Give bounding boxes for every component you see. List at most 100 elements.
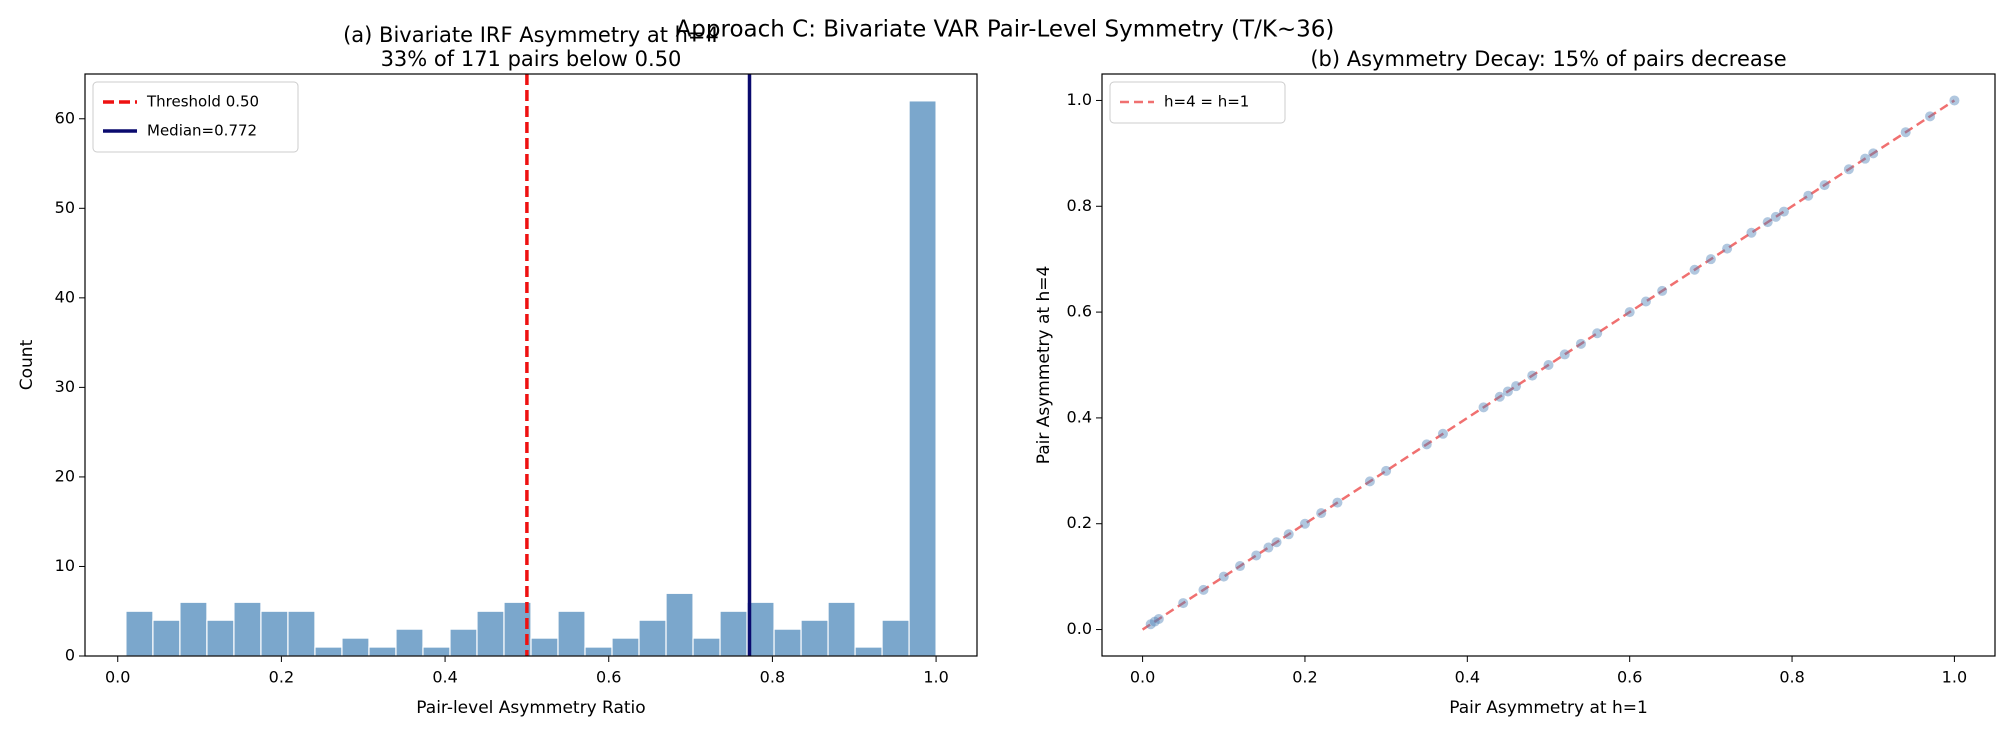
point [1235, 561, 1246, 572]
bar [665, 592, 694, 657]
x-tick-label: 1.0 [923, 668, 948, 687]
point [1502, 386, 1513, 397]
point [1332, 497, 1343, 508]
bar [206, 619, 235, 657]
point [1778, 206, 1789, 217]
y-tick-label: 0.4 [1067, 407, 1092, 426]
point [1178, 598, 1189, 609]
y-tick-label: 60 [55, 108, 75, 127]
point [1218, 571, 1229, 582]
bar [125, 610, 154, 657]
bar [611, 637, 640, 657]
y-tick-label: 10 [55, 556, 75, 575]
point [1689, 264, 1700, 275]
bar [719, 610, 748, 657]
point [1575, 338, 1586, 349]
bar [773, 628, 802, 657]
bar [368, 646, 397, 657]
point [1149, 616, 1160, 627]
x-tick-label: 0.2 [269, 668, 294, 687]
chart-title: (a) Bivariate IRF Asymmetry at h=4 [343, 23, 719, 47]
point [1803, 190, 1814, 201]
y-tick-label: 0.8 [1067, 196, 1092, 215]
point [1657, 285, 1668, 296]
legend-box [1109, 81, 1286, 124]
x-tick-label: 0.4 [432, 668, 457, 687]
bar [422, 646, 451, 657]
point [1251, 550, 1262, 561]
bar [692, 637, 721, 657]
point [1949, 95, 1960, 106]
y-axis-label: Count [17, 339, 37, 390]
point [1421, 439, 1432, 450]
y-tick-label: 0.6 [1067, 302, 1092, 321]
bar [476, 610, 505, 657]
y-tick-label: 20 [55, 466, 75, 485]
legend-box [92, 81, 299, 153]
bar [881, 619, 910, 657]
point [1640, 296, 1651, 307]
bar [314, 646, 343, 657]
x-axis-label: Pair Asymmetry at h=1 [1449, 698, 1648, 718]
bar [827, 601, 856, 657]
point [1381, 465, 1392, 476]
y-tick-label: 0.0 [1067, 619, 1092, 638]
point [1145, 619, 1156, 630]
x-axis-label: Pair-level Asymmetry Ratio [416, 698, 645, 718]
point [1592, 328, 1603, 339]
x-tick-label: 0.2 [1292, 668, 1317, 687]
x-tick-label: 0.0 [105, 668, 130, 687]
point [1364, 476, 1375, 487]
point [1762, 217, 1773, 228]
bar [395, 628, 424, 657]
point [1437, 428, 1448, 439]
bar [908, 100, 937, 657]
point [1722, 243, 1733, 254]
point [1559, 349, 1570, 360]
legend-label: Threshold 0.50 [146, 93, 259, 111]
point [1705, 254, 1716, 265]
point [1527, 370, 1538, 381]
y-axis-label: Pair Asymmetry at h=4 [1034, 266, 1054, 465]
bar [233, 601, 262, 657]
y-tick-label: 40 [55, 287, 75, 306]
figure-title: Approach C: Bivariate VAR Pair-Level Sym… [676, 17, 1335, 43]
point [1271, 537, 1282, 548]
point [1511, 381, 1522, 392]
x-tick-label: 0.0 [1130, 668, 1155, 687]
x-tick-label: 0.4 [1455, 668, 1480, 687]
point [1868, 148, 1879, 159]
point [1770, 211, 1781, 222]
y-tick-label: 0 [65, 646, 75, 665]
point [1478, 402, 1489, 413]
x-tick-label: 0.8 [760, 668, 785, 687]
x-tick-label: 0.6 [596, 668, 621, 687]
bar [557, 610, 586, 657]
x-tick-label: 0.8 [1779, 668, 1804, 687]
point [1153, 613, 1164, 624]
point [1263, 542, 1274, 553]
point [1283, 529, 1294, 540]
y-tick-label: 0.2 [1067, 513, 1092, 532]
bar [179, 601, 208, 657]
point [1819, 180, 1830, 191]
y-tick-label: 1.0 [1067, 90, 1092, 109]
legend-label: Median=0.772 [147, 122, 257, 140]
bar [152, 619, 181, 657]
chart-title: (b) Asymmetry Decay: 15% of pairs decrea… [1310, 47, 1786, 71]
x-tick-label: 0.6 [1617, 668, 1642, 687]
point [1746, 227, 1757, 238]
bar [584, 646, 613, 657]
plot-frame [1101, 73, 1996, 657]
point [1299, 518, 1310, 529]
point [1925, 111, 1936, 122]
point [1198, 584, 1209, 595]
bar [800, 619, 829, 657]
y-tick-label: 50 [55, 198, 75, 217]
bar [341, 637, 370, 657]
x-tick-label: 1.0 [1942, 668, 1967, 687]
legend-label: h=4 = h=1 [1164, 93, 1249, 111]
bar [638, 619, 667, 657]
point [1900, 127, 1911, 138]
